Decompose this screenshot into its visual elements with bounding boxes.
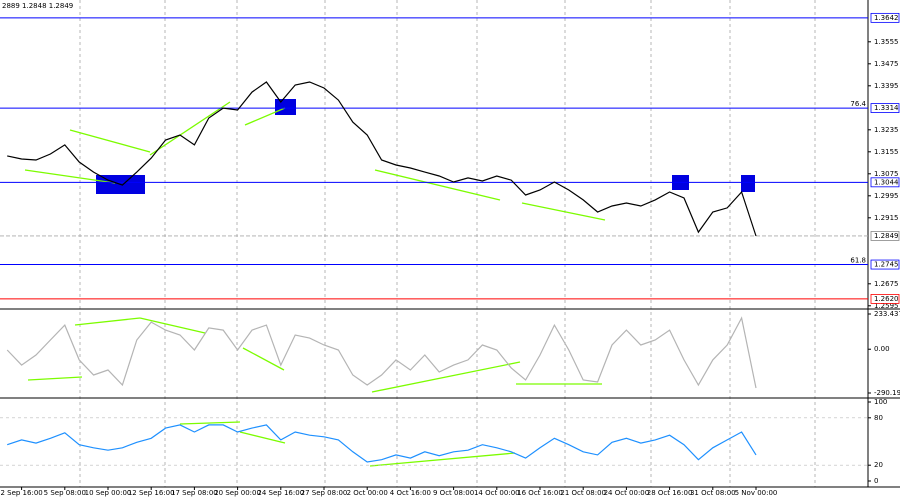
x-tick-label: 12 Sep 16:00 — [128, 489, 175, 497]
series-line — [7, 424, 757, 463]
y-tick-label: 1.2675 — [874, 280, 899, 288]
y-tick-label: 20 — [874, 461, 883, 469]
x-tick-label: 17 Sep 08:00 — [171, 489, 218, 497]
trend-line — [27, 376, 83, 381]
trend-line — [521, 202, 606, 221]
x-tick-label: 10 Sep 00:00 — [85, 489, 132, 497]
trend-line — [69, 129, 151, 153]
series-line — [7, 81, 757, 237]
fib-label: 61.8 — [850, 257, 866, 265]
price-tag — [870, 177, 900, 188]
y-tick-label: 1.2595 — [874, 302, 899, 310]
price-tag-label: 1.3044 — [874, 178, 899, 186]
x-tick-label: 21 Oct 08:00 — [560, 489, 606, 497]
trend-line — [369, 452, 516, 467]
price-tag-label: 1.3642 — [874, 14, 899, 22]
x-tick-label: 9 Oct 08:00 — [433, 489, 474, 497]
x-tick-label: 5 Sep 08:00 — [44, 489, 86, 497]
x-tick-label: 31 Oct 08:00 — [690, 489, 736, 497]
trend-line — [24, 169, 116, 184]
y-tick-label: 0 — [874, 477, 878, 485]
trend-line — [374, 169, 501, 201]
y-tick-label: 1.2995 — [874, 192, 899, 200]
x-tick-label: 2 Sep 16:00 — [0, 489, 42, 497]
y-tick-label: 100 — [874, 398, 887, 406]
y-tick-label: 1.3075 — [874, 170, 899, 178]
y-tick-label: 0.00 — [874, 345, 890, 353]
zone-box — [741, 175, 755, 192]
x-tick-label: 16 Oct 16:00 — [517, 489, 563, 497]
current-price-label: 1.2849 — [874, 232, 899, 240]
x-tick-label: 24 Sep 16:00 — [257, 489, 304, 497]
trend-line — [149, 101, 231, 156]
price-tag-label: 1.2745 — [874, 261, 899, 269]
header-text: 2889 1.2848 1.2849 — [2, 2, 73, 10]
divergence-lines — [24, 101, 606, 467]
trend-line — [371, 361, 521, 393]
y-tick-label: 233.4378 — [874, 310, 900, 318]
price-tag — [870, 103, 900, 113]
fib-label: 76.4 — [850, 100, 866, 108]
trend-line — [242, 347, 285, 371]
x-tick-label: 24 Oct 00:00 — [604, 489, 650, 497]
x-tick-label: 20 Sep 00:00 — [214, 489, 261, 497]
price-tag-label: 1.2620 — [874, 295, 899, 303]
trend-line — [139, 317, 206, 334]
x-tick-label: 4 Oct 16:00 — [390, 489, 431, 497]
y-tick-label: 1.3475 — [874, 60, 899, 68]
x-tick-label: 27 Sep 08:00 — [301, 489, 348, 497]
x-tick-label: 5 Nov 00:00 — [735, 489, 778, 497]
trend-line — [179, 421, 241, 425]
price-tag-label: 1.3314 — [874, 104, 899, 112]
y-tick-label: 1.3235 — [874, 126, 899, 134]
y-tick-label: 1.3155 — [874, 148, 899, 156]
price-tag — [870, 12, 900, 23]
price-tag — [870, 231, 900, 241]
x-tick-label: 28 Oct 16:00 — [647, 489, 693, 497]
y-tick-label: -290.198 — [874, 389, 900, 397]
price-tag — [870, 294, 900, 304]
x-tick-label: 2 Oct 00:00 — [347, 489, 388, 497]
x-tick-label: 14 Oct 00:00 — [474, 489, 520, 497]
panel-borders — [0, 0, 900, 488]
y-tick-label: 1.3395 — [874, 82, 899, 90]
zone-box — [275, 99, 296, 115]
trend-line — [244, 107, 286, 126]
y-tick-label: 1.3555 — [874, 38, 899, 46]
series-line — [6, 316, 757, 389]
price-tag — [870, 259, 900, 270]
trend-line — [239, 431, 286, 444]
trend-line — [74, 317, 141, 326]
y-tick-label: 1.2915 — [874, 214, 899, 222]
y-tick-label: 80 — [874, 414, 883, 422]
